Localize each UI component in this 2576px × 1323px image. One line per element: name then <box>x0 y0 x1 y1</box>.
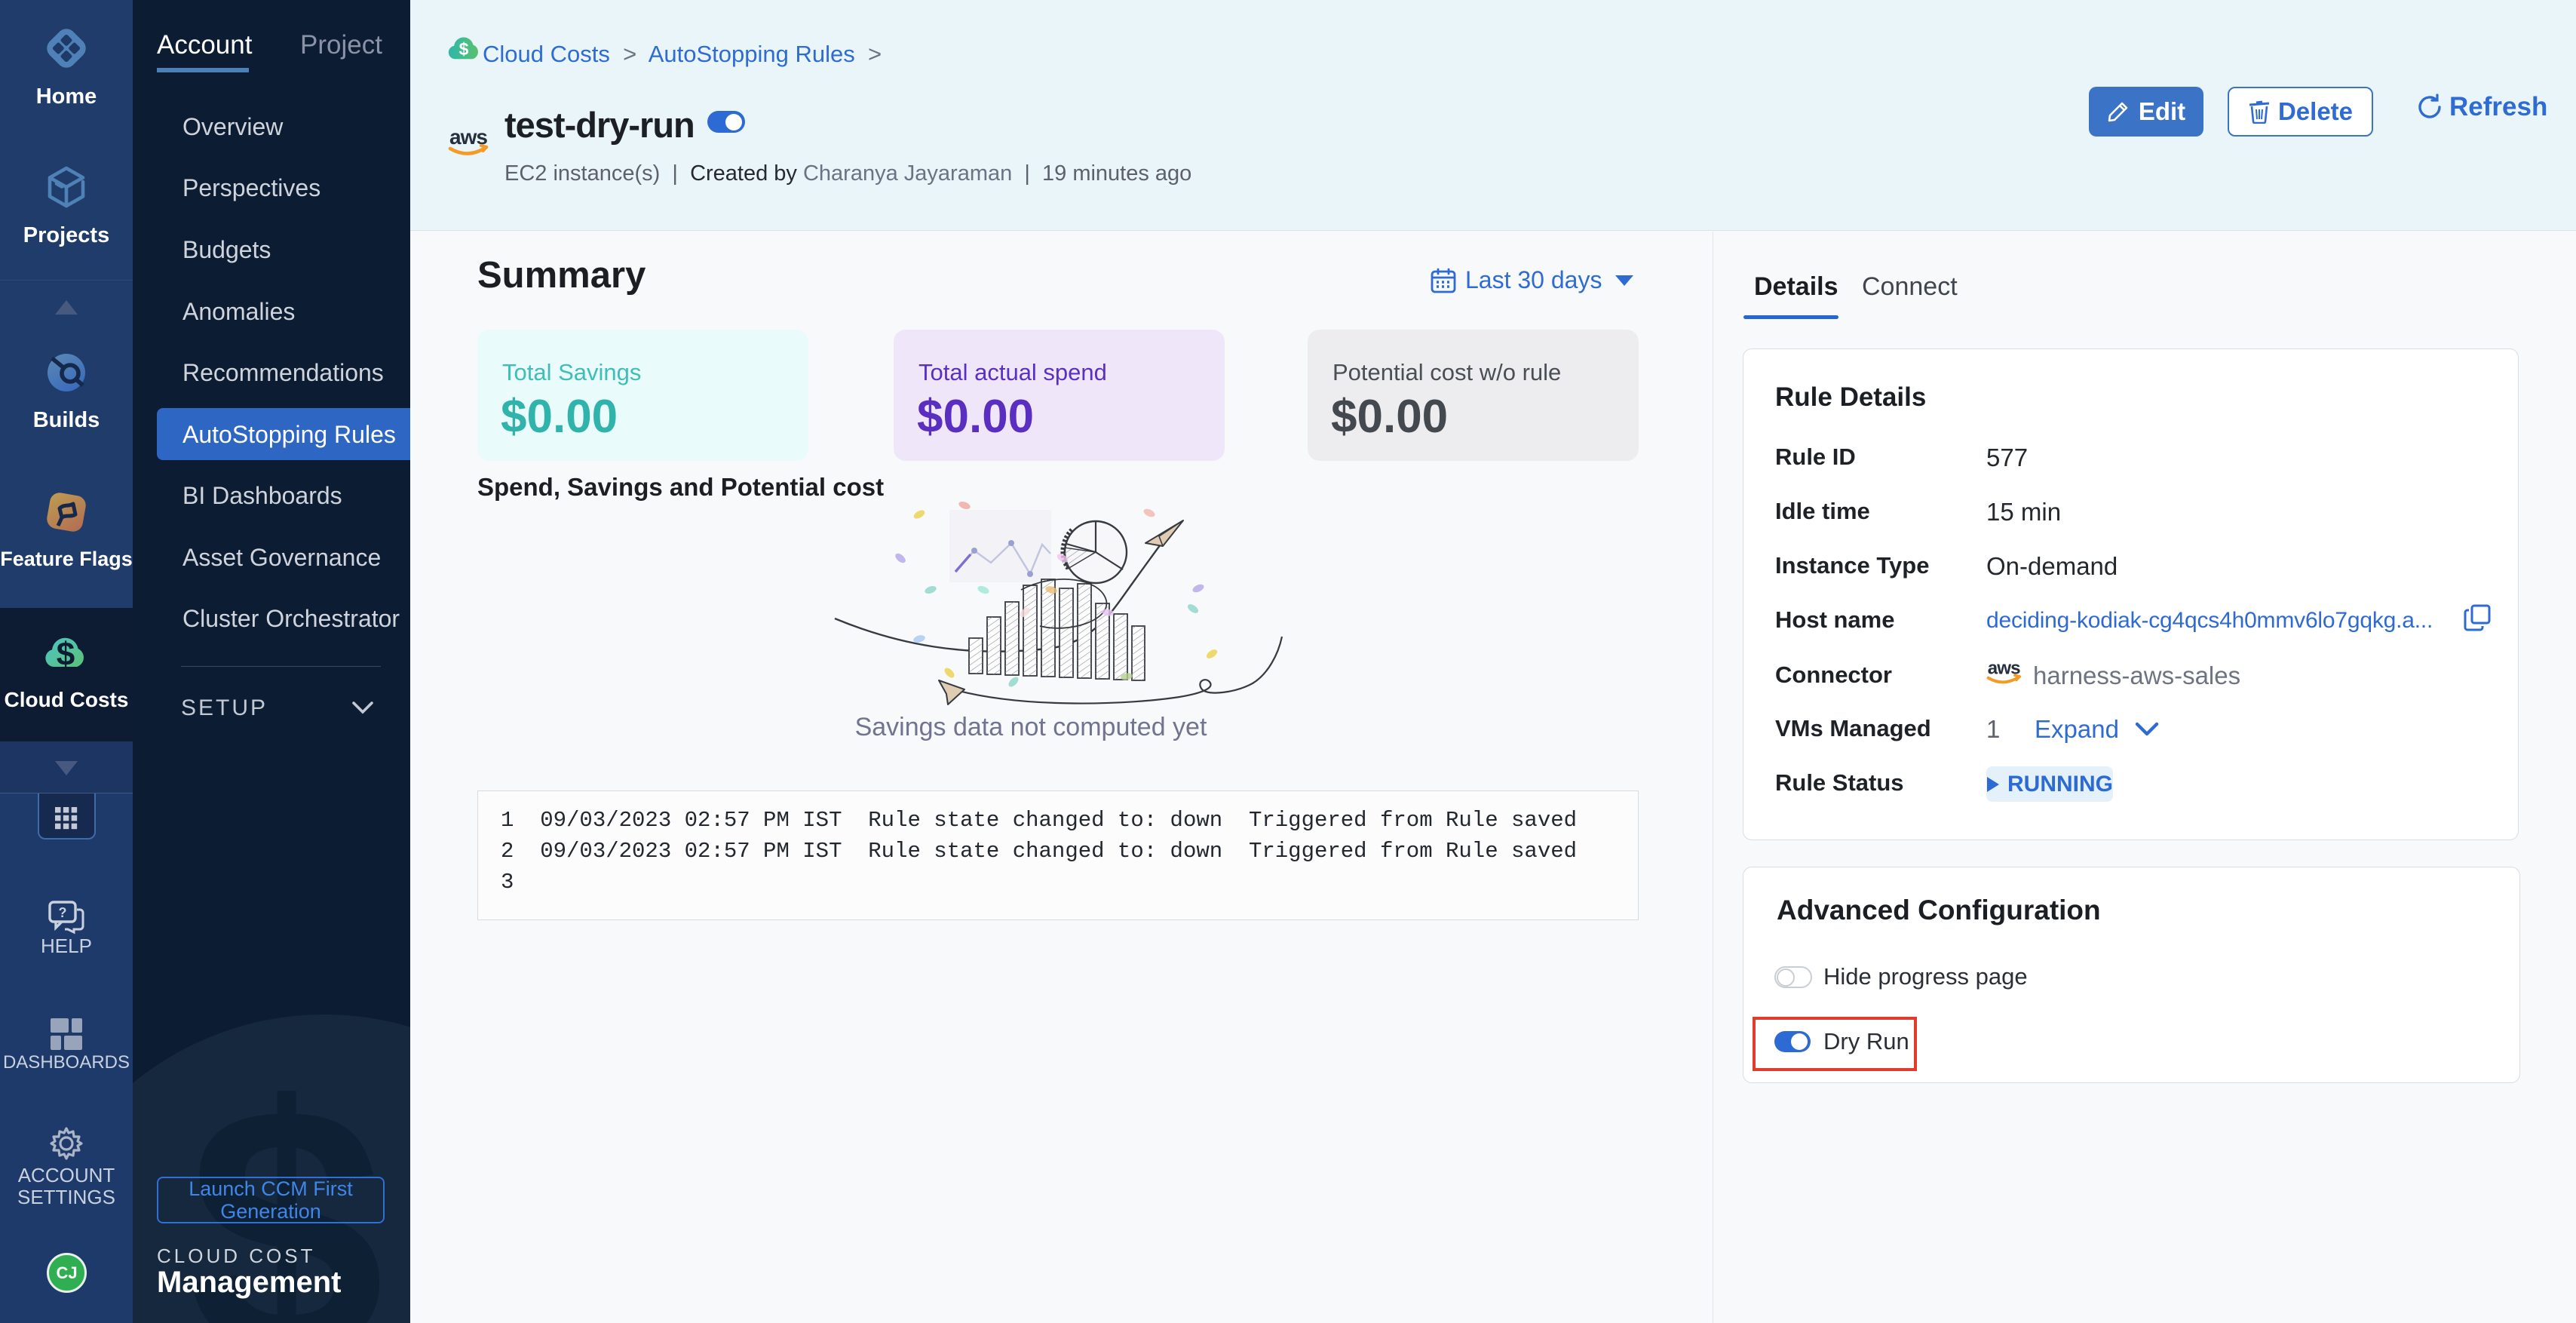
svg-text:$: $ <box>57 636 75 673</box>
svg-text:$: $ <box>187 1033 384 1323</box>
svg-text:?: ? <box>59 905 67 920</box>
svg-text:$: $ <box>459 39 469 59</box>
